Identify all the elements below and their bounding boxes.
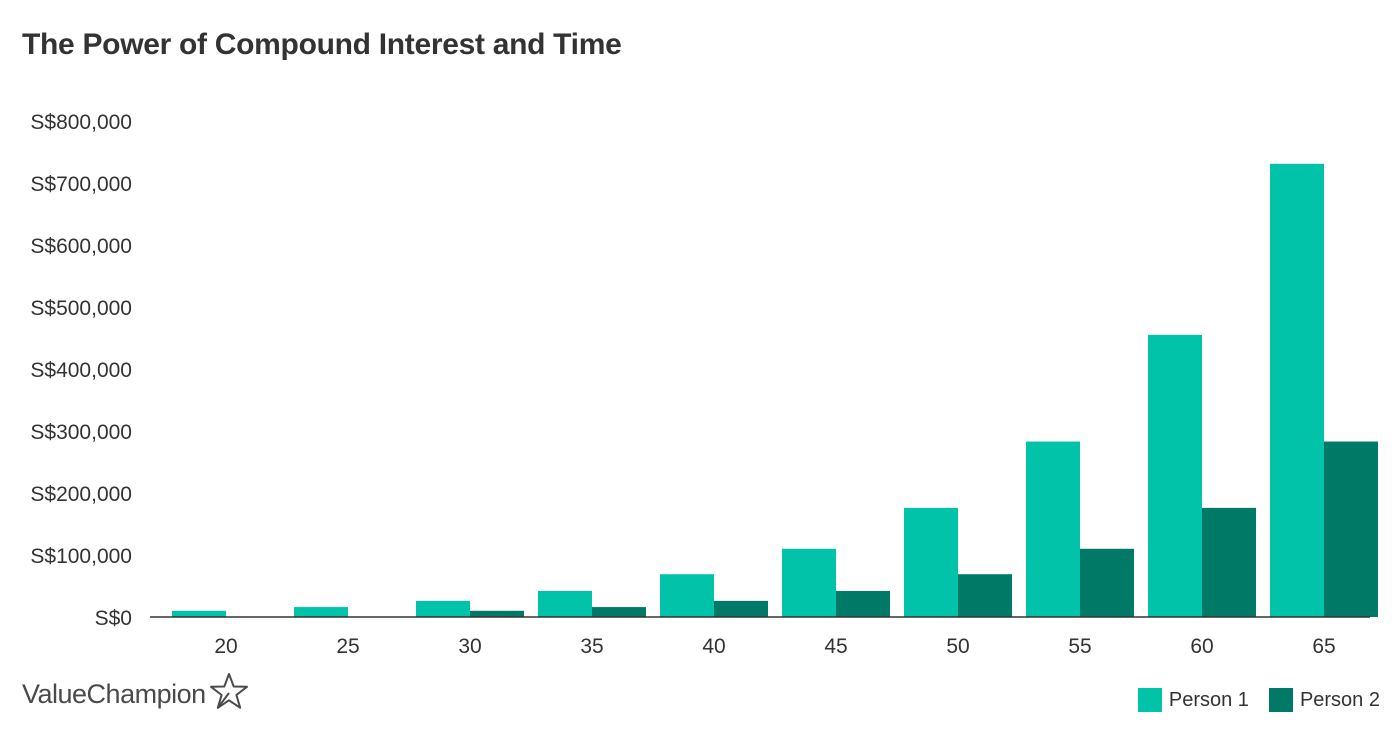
bar-person-2-50 <box>958 574 1012 617</box>
x-tick-label: 65 <box>1312 635 1335 658</box>
bar-person-1-35 <box>538 590 592 617</box>
bars <box>172 163 1378 617</box>
x-axis-ticks: 20 25 30 35 40 45 50 55 60 65 <box>214 635 1335 658</box>
bar-person-2-40 <box>714 600 768 617</box>
y-tick-label: S$200,000 <box>30 483 132 506</box>
bar-person-1-45 <box>782 548 836 617</box>
x-tick-label: 20 <box>214 635 237 658</box>
x-tick-label: 25 <box>336 635 359 658</box>
x-tick-label: 50 <box>946 635 969 658</box>
x-tick-label: 40 <box>702 635 725 658</box>
legend: Person 1 Person 2 <box>1118 688 1380 712</box>
y-tick-label: S$0 <box>95 607 132 630</box>
star-outline-icon <box>209 673 248 709</box>
y-tick-label: S$400,000 <box>30 359 132 382</box>
legend-label-person-2: Person 2 <box>1299 688 1380 711</box>
bar-person-2-35 <box>592 607 646 617</box>
bar-person-2-55 <box>1080 548 1134 617</box>
x-tick-label: 55 <box>1068 635 1091 658</box>
y-tick-label: S$600,000 <box>30 235 132 258</box>
bar-person-1-55 <box>1026 441 1080 617</box>
x-tick-label: 45 <box>824 635 847 658</box>
x-tick-label: 30 <box>458 635 481 658</box>
y-tick-label: S$700,000 <box>30 173 132 196</box>
y-tick-label: S$500,000 <box>30 297 132 320</box>
bar-person-2-45 <box>836 590 890 617</box>
brand-logo: ValueChampion <box>22 673 249 714</box>
bar-person-1-40 <box>660 574 714 617</box>
bar-person-1-50 <box>904 507 958 617</box>
legend-swatch-person-1 <box>1137 688 1162 712</box>
bar-person-1-60 <box>1148 334 1202 617</box>
bar-person-1-20 <box>172 610 226 617</box>
bar-person-2-60 <box>1202 507 1256 617</box>
legend-label-person-1: Person 1 <box>1168 688 1249 711</box>
y-axis-ticks: S$0 S$100,000 S$200,000 S$300,000 S$400,000 S… <box>30 111 132 630</box>
brand-logo-text: ValueChampion <box>22 678 206 709</box>
x-tick-label: 35 <box>580 635 603 658</box>
bar-person-1-25 <box>294 607 348 617</box>
chart-title: The Power of Compound Interest and Time <box>22 28 622 61</box>
legend-swatch-person-2 <box>1268 688 1293 712</box>
y-tick-label: S$300,000 <box>30 421 132 444</box>
bar-person-1-65 <box>1270 163 1324 617</box>
bar-person-2-65 <box>1324 441 1378 617</box>
y-tick-label: S$100,000 <box>30 545 132 568</box>
legend-item-person-2: Person 2 <box>1268 688 1380 712</box>
x-tick-label: 60 <box>1190 635 1213 658</box>
y-tick-label: S$800,000 <box>30 111 132 134</box>
legend-item-person-1: Person 1 <box>1137 688 1249 712</box>
bar-person-2-30 <box>470 610 524 617</box>
bar-person-1-30 <box>416 600 470 617</box>
